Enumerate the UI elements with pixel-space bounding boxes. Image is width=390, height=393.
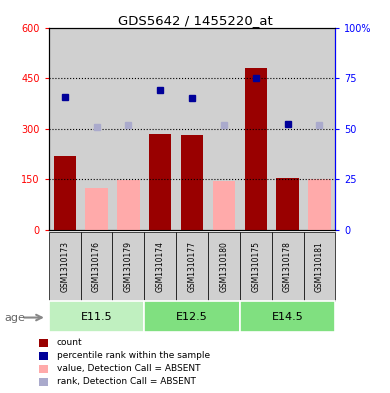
Bar xyxy=(213,181,235,230)
Bar xyxy=(49,28,81,230)
Bar xyxy=(240,232,272,301)
Bar xyxy=(303,28,335,230)
Bar xyxy=(277,178,299,230)
Bar xyxy=(81,232,112,301)
Text: GSM1310181: GSM1310181 xyxy=(315,241,324,292)
Text: rank, Detection Call = ABSENT: rank, Detection Call = ABSENT xyxy=(57,377,195,386)
Bar xyxy=(176,28,208,230)
Bar xyxy=(112,232,144,301)
Bar xyxy=(240,301,335,332)
Bar xyxy=(144,28,176,230)
Bar xyxy=(272,28,303,230)
Text: GSM1310176: GSM1310176 xyxy=(92,241,101,292)
Bar xyxy=(176,232,208,301)
Bar xyxy=(117,180,140,230)
Text: GSM1310180: GSM1310180 xyxy=(220,241,229,292)
Bar xyxy=(308,179,331,230)
Bar xyxy=(85,188,108,230)
Text: count: count xyxy=(57,338,82,347)
Text: GSM1310179: GSM1310179 xyxy=(124,241,133,292)
Text: GSM1310173: GSM1310173 xyxy=(60,241,69,292)
Text: age: age xyxy=(4,312,25,323)
Bar xyxy=(149,134,171,230)
Text: GDS5642 / 1455220_at: GDS5642 / 1455220_at xyxy=(118,14,272,27)
Bar xyxy=(144,232,176,301)
Text: GSM1310177: GSM1310177 xyxy=(188,241,197,292)
Bar xyxy=(303,232,335,301)
Text: percentile rank within the sample: percentile rank within the sample xyxy=(57,351,210,360)
Bar xyxy=(272,232,303,301)
Bar xyxy=(181,136,203,230)
Text: E11.5: E11.5 xyxy=(81,312,112,322)
Bar xyxy=(53,156,76,230)
Text: GSM1310178: GSM1310178 xyxy=(283,241,292,292)
Bar xyxy=(240,28,272,230)
Text: E12.5: E12.5 xyxy=(176,312,208,322)
Bar xyxy=(144,301,240,332)
Bar xyxy=(112,28,144,230)
Bar xyxy=(208,28,240,230)
Bar xyxy=(208,232,240,301)
Bar xyxy=(49,301,144,332)
Bar xyxy=(49,232,81,301)
Bar xyxy=(81,28,112,230)
Text: value, Detection Call = ABSENT: value, Detection Call = ABSENT xyxy=(57,364,200,373)
Bar xyxy=(245,68,267,230)
Text: GSM1310174: GSM1310174 xyxy=(156,241,165,292)
Text: E14.5: E14.5 xyxy=(272,312,303,322)
Text: GSM1310175: GSM1310175 xyxy=(251,241,260,292)
